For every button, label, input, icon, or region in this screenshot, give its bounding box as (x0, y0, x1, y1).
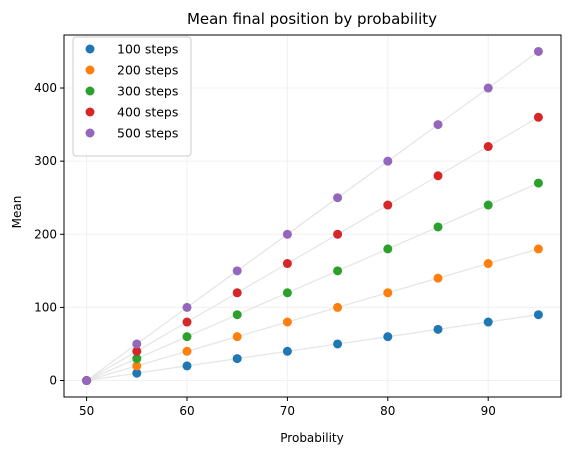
legend-marker (85, 107, 95, 117)
data-point-series-3 (232, 310, 242, 320)
data-point-series-2 (433, 273, 443, 283)
y-tick-label: 400 (34, 81, 57, 95)
y-tick-label: 300 (34, 154, 57, 168)
data-point-series-2 (182, 346, 192, 356)
data-point-series-4 (232, 288, 242, 298)
trend-line-series-1 (86, 314, 539, 382)
data-point-series-3 (333, 266, 343, 276)
data-point-series-1 (333, 339, 343, 349)
data-point-series-3 (182, 332, 192, 342)
data-point-series-5 (433, 120, 443, 130)
data-point-series-3 (533, 178, 543, 188)
data-point-series-5 (132, 339, 142, 349)
legend-marker (85, 128, 95, 138)
data-point-series-2 (132, 361, 142, 371)
data-point-series-1 (433, 324, 443, 334)
y-tick-label: 200 (34, 227, 57, 241)
data-point-series-4 (433, 171, 443, 181)
x-tick-label: 80 (380, 404, 395, 418)
data-point-series-4 (483, 142, 493, 152)
data-point-series-4 (132, 346, 142, 356)
legend-label: 400 steps (117, 105, 178, 120)
trend-line-series-4 (86, 116, 539, 382)
legend-label: 300 steps (117, 84, 178, 99)
data-point-series-4 (282, 259, 292, 269)
data-point-series-1 (483, 317, 493, 327)
legend-marker (85, 86, 95, 96)
data-point-series-4 (383, 200, 393, 210)
data-point-series-2 (232, 332, 242, 342)
legend-marker (85, 44, 95, 54)
data-point-series-5 (383, 156, 393, 166)
trend-line-series-2 (86, 248, 539, 382)
data-points (82, 46, 543, 386)
x-tick-label: 60 (179, 404, 194, 418)
data-point-series-2 (333, 302, 343, 312)
plot-frame (63, 34, 562, 398)
data-point-series-2 (483, 259, 493, 269)
data-point-series-2 (383, 288, 393, 298)
data-point-series-3 (433, 222, 443, 232)
legend-label: 500 steps (117, 126, 178, 141)
data-point-series-5 (82, 376, 92, 386)
data-point-series-5 (232, 266, 242, 276)
data-point-series-1 (282, 346, 292, 356)
data-point-series-5 (282, 229, 292, 239)
data-point-series-2 (533, 244, 543, 254)
data-point-series-5 (182, 302, 192, 312)
legend-box (72, 36, 192, 157)
trend-line-series-3 (86, 182, 539, 382)
data-point-series-3 (132, 354, 142, 364)
data-point-series-3 (483, 200, 493, 210)
x-axis-label: Probability (280, 431, 343, 445)
chart-title: Mean final position by probability (187, 10, 437, 28)
data-point-series-2 (282, 317, 292, 327)
y-axis-label: Mean (10, 196, 24, 229)
data-point-series-4 (182, 317, 192, 327)
data-point-series-3 (282, 288, 292, 298)
legend-marker (85, 65, 95, 75)
x-tick-label: 90 (481, 404, 496, 418)
data-point-series-4 (533, 112, 543, 122)
data-point-series-1 (132, 368, 142, 378)
x-tick-label: 70 (280, 404, 295, 418)
data-point-series-5 (533, 46, 543, 56)
legend: 100 steps 200 steps 300 steps 400 steps 500 … (72, 36, 192, 157)
x-tick-label: 50 (79, 404, 94, 418)
legend-label: 200 steps (117, 63, 178, 78)
y-tick-label: 100 (34, 300, 57, 314)
x-axis: 50 60 70 80 90 (79, 397, 496, 418)
y-tick-label: 0 (49, 374, 57, 388)
data-point-series-1 (383, 332, 393, 342)
data-point-series-5 (333, 193, 343, 203)
trend-lines (86, 50, 539, 382)
data-point-series-1 (232, 354, 242, 364)
data-point-series-3 (383, 244, 393, 254)
data-point-series-5 (483, 83, 493, 93)
data-point-series-4 (333, 229, 343, 239)
trend-line-series-5 (86, 50, 539, 382)
y-axis: 0 100 200 300 400 (34, 81, 64, 388)
data-point-series-1 (533, 310, 543, 320)
legend-label: 100 steps (117, 42, 178, 57)
data-point-series-1 (182, 361, 192, 371)
